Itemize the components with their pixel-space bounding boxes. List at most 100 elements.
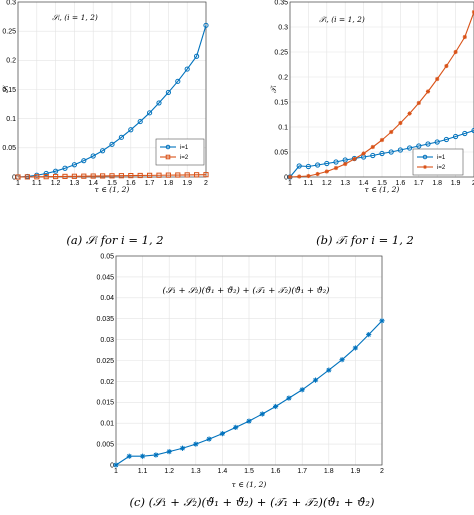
data-point [324,169,329,174]
x-tick-label: 1 [16,180,20,187]
plot-frame [289,1,474,178]
data-point [43,170,49,177]
data-point [166,449,172,455]
data-point [175,78,181,84]
y-tick-label: 0.1 [6,116,16,123]
data-point [100,148,106,154]
data-point [453,49,458,55]
data-point [343,161,348,167]
data-point [203,172,209,178]
x-tick-label: 1.9 [182,180,192,187]
y-tick-label: 0.35 [274,0,288,6]
data-point [81,158,87,164]
y-tick-label: 0 [110,462,114,469]
data-point [370,144,375,150]
x-tick-label: 1.7 [297,468,307,475]
x-tick-label: 1.2 [322,180,332,187]
data-point [416,143,422,149]
data-point [273,403,279,410]
caption-a: (a) 𝒮ᵢ for i = 1, 2 [66,233,163,247]
y-tick-label: 0.05 [274,149,288,156]
x-tick-label: 1.6 [396,180,406,187]
data-point [100,173,106,179]
data-point [184,172,190,178]
data-point [128,127,134,133]
data-point [388,149,394,155]
data-point [315,162,321,168]
data-point [206,436,212,442]
data-point [389,129,394,135]
data-point [90,153,96,159]
y-tick-label: 0.005 [96,442,114,449]
data-point [233,424,239,430]
y-tick-label: 0.025 [96,358,114,365]
data-point [109,173,115,179]
plot-annotation: 𝒯ᵢ, (i = 1, 2) [319,15,365,24]
legend-label: i=1 [437,155,446,161]
data-point [339,357,345,363]
x-tick-label: 2 [380,468,384,475]
data-point [175,172,181,178]
x-tick-label: 1.1 [138,468,148,475]
data-point [156,100,162,106]
data-point [153,452,159,458]
plot-frame [115,255,383,466]
x-tick-label: 1.2 [164,468,174,475]
data-point [53,168,59,174]
x-tick-label: 1.3 [70,180,80,187]
y-tick-label: 0.3 [278,24,288,31]
x-tick-label: 1 [114,468,118,475]
x-tick-label: 1 [288,180,292,187]
y-tick-label: 0 [284,174,288,181]
y-tick-label: 0.1 [278,124,288,131]
y-tick-label: 0 [12,174,16,181]
x-tick-label: 1.4 [359,180,369,187]
data-point [462,34,467,40]
legend-box [412,148,464,176]
x-tick-label: 1.1 [304,180,314,187]
data-point [305,163,311,170]
legend: i=1 i=2 [155,138,205,166]
legend-label: i=2 [437,165,446,171]
data-point [246,418,252,424]
data-point [194,172,200,178]
data-point [71,162,78,168]
x-tick-label: 1.9 [351,468,361,475]
legend-marker [165,154,171,160]
y-tick-label: 0.2 [278,74,288,81]
y-tick-label: 0.05 [2,145,16,152]
data-point [434,139,440,145]
data-point [109,141,115,147]
data-point [53,173,59,180]
data-point [324,160,330,167]
data-point [333,159,339,165]
y-tick-label: 0.045 [96,274,114,281]
x-axis-label: τ ∈ (1, 2) [232,480,267,489]
y-tick-label: 0.01 [100,421,114,428]
data-point [407,145,413,151]
data-point [379,150,385,157]
data-point [140,453,146,459]
data-point [370,152,376,159]
data-point [194,53,200,59]
data-point [184,66,190,72]
data-point [118,134,125,140]
x-tick-label: 2 [204,180,208,187]
data-point [165,89,171,96]
data-point [62,165,68,171]
series-line-2 [17,174,207,178]
y-tick-label: 0.2 [6,58,16,65]
data-point [444,63,449,69]
data-point [81,173,87,179]
data-point [352,156,357,162]
data-point [113,462,119,468]
legend-label: i=2 [180,155,189,161]
data-point [407,111,412,116]
data-point [203,22,209,28]
data-point [312,377,319,383]
x-tick-label: 1.8 [324,468,334,475]
legend-marker [165,144,171,150]
x-tick-label: 1.4 [218,468,228,475]
data-point [193,441,199,447]
y-tick-label: 0.02 [100,379,114,386]
